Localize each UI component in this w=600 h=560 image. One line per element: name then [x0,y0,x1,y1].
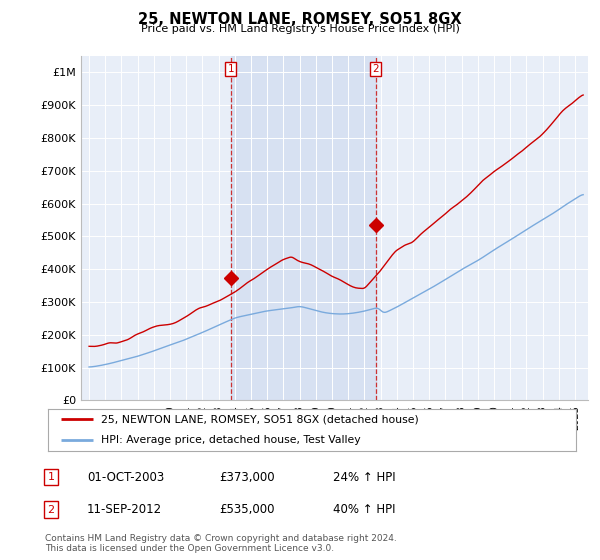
Text: Contains HM Land Registry data © Crown copyright and database right 2024.
This d: Contains HM Land Registry data © Crown c… [45,534,397,553]
Text: 1: 1 [227,64,234,74]
Text: 01-OCT-2003: 01-OCT-2003 [87,470,164,484]
Text: 2: 2 [47,505,55,515]
Text: 11-SEP-2012: 11-SEP-2012 [87,503,162,516]
Text: £535,000: £535,000 [219,503,275,516]
Text: £373,000: £373,000 [219,470,275,484]
Text: 40% ↑ HPI: 40% ↑ HPI [333,503,395,516]
Text: 2: 2 [373,64,379,74]
Text: HPI: Average price, detached house, Test Valley: HPI: Average price, detached house, Test… [101,435,361,445]
Text: Price paid vs. HM Land Registry's House Price Index (HPI): Price paid vs. HM Land Registry's House … [140,24,460,34]
Text: 1: 1 [47,472,55,482]
Text: 24% ↑ HPI: 24% ↑ HPI [333,470,395,484]
Bar [231,56,376,400]
Text: 25, NEWTON LANE, ROMSEY, SO51 8GX (detached house): 25, NEWTON LANE, ROMSEY, SO51 8GX (detac… [101,414,419,424]
Text: 25, NEWTON LANE, ROMSEY, SO51 8GX: 25, NEWTON LANE, ROMSEY, SO51 8GX [138,12,462,27]
